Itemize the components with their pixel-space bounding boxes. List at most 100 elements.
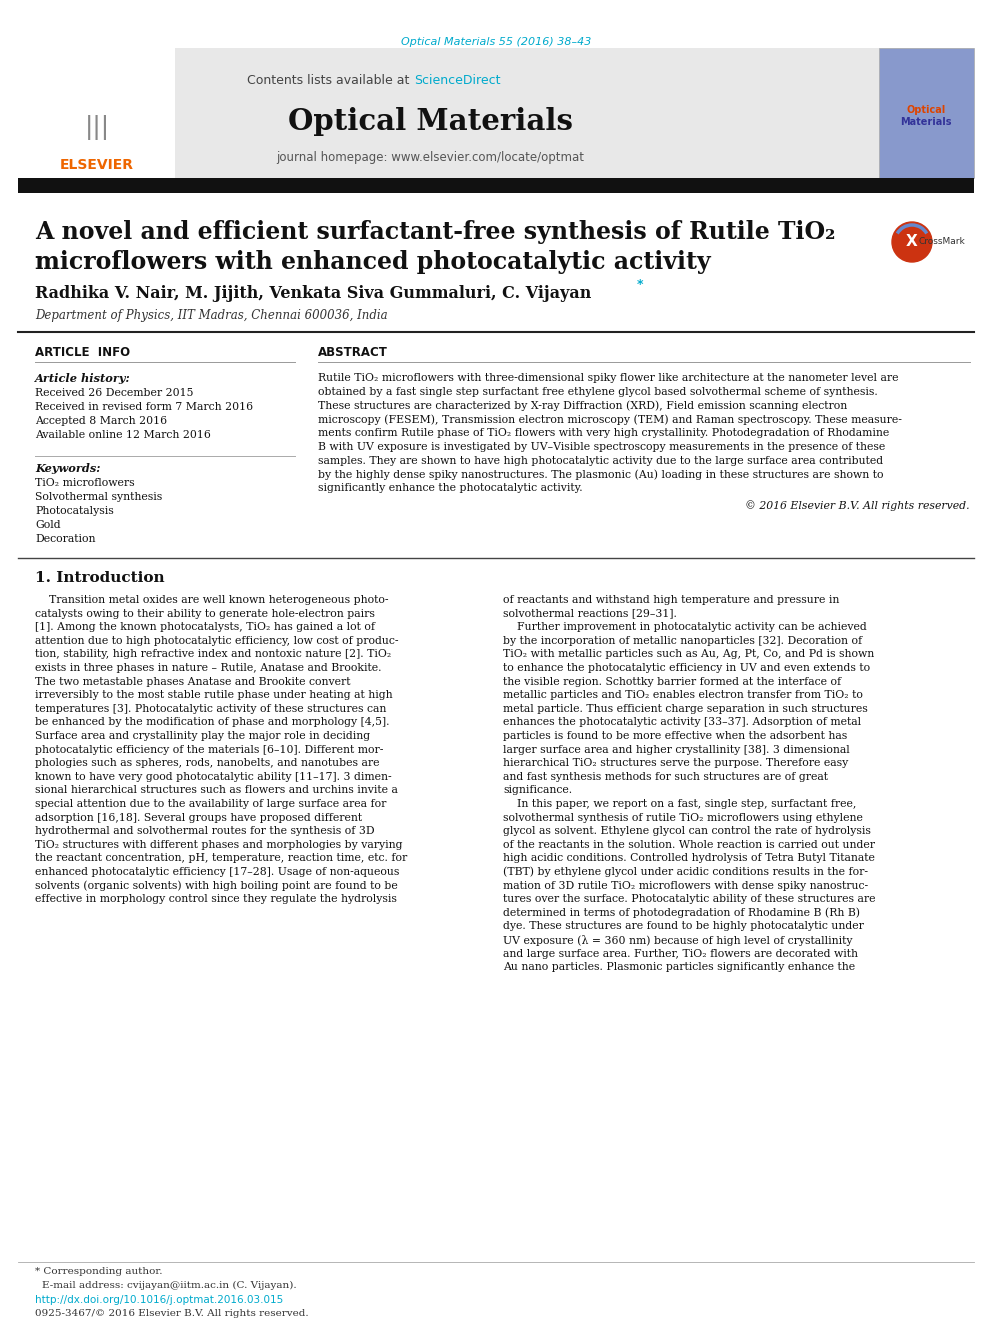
- Text: catalysts owing to their ability to generate hole-electron pairs: catalysts owing to their ability to gene…: [35, 609, 375, 619]
- Bar: [18, 179, 974, 193]
- Text: obtained by a fast single step surfactant free ethylene glycol based solvotherma: obtained by a fast single step surfactan…: [318, 386, 878, 397]
- Text: high acidic conditions. Controlled hydrolysis of Tetra Butyl Titanate: high acidic conditions. Controlled hydro…: [503, 853, 875, 864]
- Text: exists in three phases in nature – Rutile, Anatase and Brookite.: exists in three phases in nature – Rutil…: [35, 663, 382, 673]
- Text: irreversibly to the most stable rutile phase under heating at high: irreversibly to the most stable rutile p…: [35, 691, 393, 700]
- Text: B with UV exposure is investigated by UV–Visible spectroscopy measurements in th: B with UV exposure is investigated by UV…: [318, 442, 885, 452]
- Text: the reactant concentration, pH, temperature, reaction time, etc. for: the reactant concentration, pH, temperat…: [35, 853, 408, 864]
- Text: and fast synthesis methods for such structures are of great: and fast synthesis methods for such stru…: [503, 771, 828, 782]
- Text: of the reactants in the solution. Whole reaction is carried out under: of the reactants in the solution. Whole …: [503, 840, 875, 849]
- Bar: [18, 48, 974, 179]
- Text: A novel and efficient surfactant-free synthesis of Rutile TiO₂: A novel and efficient surfactant-free sy…: [35, 220, 835, 243]
- Text: solvothermal synthesis of rutile TiO₂ microflowers using ethylene: solvothermal synthesis of rutile TiO₂ mi…: [503, 812, 863, 823]
- Text: Received 26 December 2015: Received 26 December 2015: [35, 388, 193, 398]
- Text: (TBT) by ethylene glycol under acidic conditions results in the for-: (TBT) by ethylene glycol under acidic co…: [503, 867, 868, 877]
- Text: phologies such as spheres, rods, nanobelts, and nanotubes are: phologies such as spheres, rods, nanobel…: [35, 758, 380, 769]
- Text: be enhanced by the modification of phase and morphology [4,5].: be enhanced by the modification of phase…: [35, 717, 390, 728]
- Text: E-mail address: cvijayan@iitm.ac.in (C. Vijayan).: E-mail address: cvijayan@iitm.ac.in (C. …: [42, 1281, 297, 1290]
- Text: Keywords:: Keywords:: [35, 463, 100, 475]
- Text: Materials: Materials: [901, 116, 951, 127]
- Text: Article history:: Article history:: [35, 373, 131, 384]
- Text: significantly enhance the photocatalytic activity.: significantly enhance the photocatalytic…: [318, 483, 582, 493]
- Text: These structures are characterized by X-ray Diffraction (XRD), Field emission sc: These structures are characterized by X-…: [318, 401, 847, 411]
- Text: *: *: [637, 278, 644, 291]
- Text: enhances the photocatalytic activity [33–37]. Adsorption of metal: enhances the photocatalytic activity [33…: [503, 717, 861, 728]
- Text: microflowers with enhanced photocatalytic activity: microflowers with enhanced photocatalyti…: [35, 250, 710, 274]
- Text: the visible region. Schottky barrier formed at the interface of: the visible region. Schottky barrier for…: [503, 676, 841, 687]
- Text: hierarchical TiO₂ structures serve the purpose. Therefore easy: hierarchical TiO₂ structures serve the p…: [503, 758, 848, 769]
- Text: glycol as solvent. Ethylene glycol can control the rate of hydrolysis: glycol as solvent. Ethylene glycol can c…: [503, 826, 871, 836]
- Text: * Corresponding author.: * Corresponding author.: [35, 1267, 163, 1277]
- Bar: [18, 48, 175, 179]
- Text: Received in revised form 7 March 2016: Received in revised form 7 March 2016: [35, 402, 253, 411]
- Text: hydrothermal and solvothermal routes for the synthesis of 3D: hydrothermal and solvothermal routes for…: [35, 826, 375, 836]
- Text: ELSEVIER: ELSEVIER: [60, 157, 134, 172]
- Text: significance.: significance.: [503, 786, 572, 795]
- Text: © 2016 Elsevier B.V. All rights reserved.: © 2016 Elsevier B.V. All rights reserved…: [745, 500, 970, 512]
- Text: journal homepage: www.elsevier.com/locate/optmat: journal homepage: www.elsevier.com/locat…: [276, 152, 584, 164]
- Text: metallic particles and TiO₂ enables electron transfer from TiO₂ to: metallic particles and TiO₂ enables elec…: [503, 691, 863, 700]
- Text: Au nano particles. Plasmonic particles significantly enhance the: Au nano particles. Plasmonic particles s…: [503, 962, 855, 972]
- Text: ARTICLE  INFO: ARTICLE INFO: [35, 345, 130, 359]
- Text: X: X: [906, 234, 918, 250]
- Text: sional hierarchical structures such as flowers and urchins invite a: sional hierarchical structures such as f…: [35, 786, 398, 795]
- Text: ments confirm Rutile phase of TiO₂ flowers with very high crystallinity. Photode: ments confirm Rutile phase of TiO₂ flowe…: [318, 429, 889, 438]
- Text: by the incorporation of metallic nanoparticles [32]. Decoration of: by the incorporation of metallic nanopar…: [503, 636, 862, 646]
- Bar: [879, 48, 974, 179]
- Text: 0925-3467/© 2016 Elsevier B.V. All rights reserved.: 0925-3467/© 2016 Elsevier B.V. All right…: [35, 1308, 309, 1318]
- Text: mation of 3D rutile TiO₂ microflowers with dense spiky nanostruc-: mation of 3D rutile TiO₂ microflowers wi…: [503, 881, 868, 890]
- Text: Optical Materials 55 (2016) 38–43: Optical Materials 55 (2016) 38–43: [401, 37, 591, 48]
- Text: Optical: Optical: [907, 105, 945, 115]
- Text: Contents lists available at: Contents lists available at: [247, 74, 413, 86]
- Text: TiO₂ with metallic particles such as Au, Ag, Pt, Co, and Pd is shown: TiO₂ with metallic particles such as Au,…: [503, 650, 874, 659]
- Text: TiO₂ structures with different phases and morphologies by varying: TiO₂ structures with different phases an…: [35, 840, 403, 849]
- Text: of reactants and withstand high temperature and pressure in: of reactants and withstand high temperat…: [503, 595, 839, 605]
- Text: photocatalytic efficiency of the materials [6–10]. Different mor-: photocatalytic efficiency of the materia…: [35, 745, 383, 754]
- Text: Gold: Gold: [35, 520, 61, 531]
- Text: ScienceDirect: ScienceDirect: [414, 74, 501, 86]
- Text: metal particle. Thus efficient charge separation in such structures: metal particle. Thus efficient charge se…: [503, 704, 868, 714]
- Text: Radhika V. Nair, M. Jijith, Venkata Siva Gummaluri, C. Vijayan: Radhika V. Nair, M. Jijith, Venkata Siva…: [35, 286, 591, 303]
- Text: special attention due to the availability of large surface area for: special attention due to the availabilit…: [35, 799, 386, 808]
- Text: to enhance the photocatalytic efficiency in UV and even extends to: to enhance the photocatalytic efficiency…: [503, 663, 870, 673]
- Text: enhanced photocatalytic efficiency [17–28]. Usage of non-aqueous: enhanced photocatalytic efficiency [17–2…: [35, 867, 400, 877]
- Text: 1. Introduction: 1. Introduction: [35, 572, 165, 585]
- Text: Surface area and crystallinity play the major role in deciding: Surface area and crystallinity play the …: [35, 732, 370, 741]
- Text: [1]. Among the known photocatalysts, TiO₂ has gained a lot of: [1]. Among the known photocatalysts, TiO…: [35, 622, 375, 632]
- Text: http://dx.doi.org/10.1016/j.optmat.2016.03.015: http://dx.doi.org/10.1016/j.optmat.2016.…: [35, 1295, 284, 1304]
- Text: known to have very good photocatalytic ability [11–17]. 3 dimen-: known to have very good photocatalytic a…: [35, 771, 392, 782]
- Text: adsorption [16,18]. Several groups have proposed different: adsorption [16,18]. Several groups have …: [35, 812, 362, 823]
- Text: tures over the surface. Photocatalytic ability of these structures are: tures over the surface. Photocatalytic a…: [503, 894, 876, 904]
- Text: tion, stability, high refractive index and nontoxic nature [2]. TiO₂: tion, stability, high refractive index a…: [35, 650, 391, 659]
- Text: and large surface area. Further, TiO₂ flowers are decorated with: and large surface area. Further, TiO₂ fl…: [503, 949, 858, 959]
- Text: UV exposure (λ = 360 nm) because of high level of crystallinity: UV exposure (λ = 360 nm) because of high…: [503, 934, 852, 946]
- Text: CrossMark: CrossMark: [919, 238, 965, 246]
- Text: solvents (organic solvents) with high boiling point are found to be: solvents (organic solvents) with high bo…: [35, 880, 398, 890]
- Text: particles is found to be more effective when the adsorbent has: particles is found to be more effective …: [503, 732, 847, 741]
- Text: Transition metal oxides are well known heterogeneous photo-: Transition metal oxides are well known h…: [35, 595, 389, 605]
- Text: solvothermal reactions [29–31].: solvothermal reactions [29–31].: [503, 609, 677, 619]
- Text: dye. These structures are found to be highly photocatalytic under: dye. These structures are found to be hi…: [503, 921, 864, 931]
- Text: Decoration: Decoration: [35, 534, 95, 544]
- Text: microscopy (FESEM), Transmission electron microscopy (TEM) and Raman spectroscop: microscopy (FESEM), Transmission electro…: [318, 414, 902, 425]
- Text: TiO₂ microflowers: TiO₂ microflowers: [35, 478, 135, 488]
- Text: Optical Materials: Optical Materials: [288, 107, 572, 136]
- Text: Department of Physics, IIT Madras, Chennai 600036, India: Department of Physics, IIT Madras, Chenn…: [35, 310, 388, 323]
- Text: ABSTRACT: ABSTRACT: [318, 345, 388, 359]
- Text: In this paper, we report on a fast, single step, surfactant free,: In this paper, we report on a fast, sing…: [503, 799, 856, 808]
- Text: determined in terms of photodegradation of Rhodamine B (Rh B): determined in terms of photodegradation …: [503, 908, 860, 918]
- Text: temperatures [3]. Photocatalytic activity of these structures can: temperatures [3]. Photocatalytic activit…: [35, 704, 386, 714]
- Text: Photocatalysis: Photocatalysis: [35, 505, 114, 516]
- Text: larger surface area and higher crystallinity [38]. 3 dimensional: larger surface area and higher crystalli…: [503, 745, 850, 754]
- Text: Further improvement in photocatalytic activity can be achieved: Further improvement in photocatalytic ac…: [503, 622, 867, 632]
- Text: The two metastable phases Anatase and Brookite convert: The two metastable phases Anatase and Br…: [35, 676, 350, 687]
- Text: Accepted 8 March 2016: Accepted 8 March 2016: [35, 415, 167, 426]
- Text: by the highly dense spiky nanostructures. The plasmonic (Au) loading in these st: by the highly dense spiky nanostructures…: [318, 470, 884, 480]
- Text: effective in morphology control since they regulate the hydrolysis: effective in morphology control since th…: [35, 894, 397, 904]
- Text: Rutile TiO₂ microflowers with three-dimensional spiky flower like architecture a: Rutile TiO₂ microflowers with three-dime…: [318, 373, 899, 382]
- Text: |||: |||: [84, 115, 109, 140]
- Text: samples. They are shown to have high photocatalytic activity due to the large su: samples. They are shown to have high pho…: [318, 456, 883, 466]
- Circle shape: [892, 222, 932, 262]
- Text: Solvothermal synthesis: Solvothermal synthesis: [35, 492, 163, 501]
- Text: attention due to high photocatalytic efficiency, low cost of produc-: attention due to high photocatalytic eff…: [35, 636, 399, 646]
- Text: Available online 12 March 2016: Available online 12 March 2016: [35, 430, 211, 441]
